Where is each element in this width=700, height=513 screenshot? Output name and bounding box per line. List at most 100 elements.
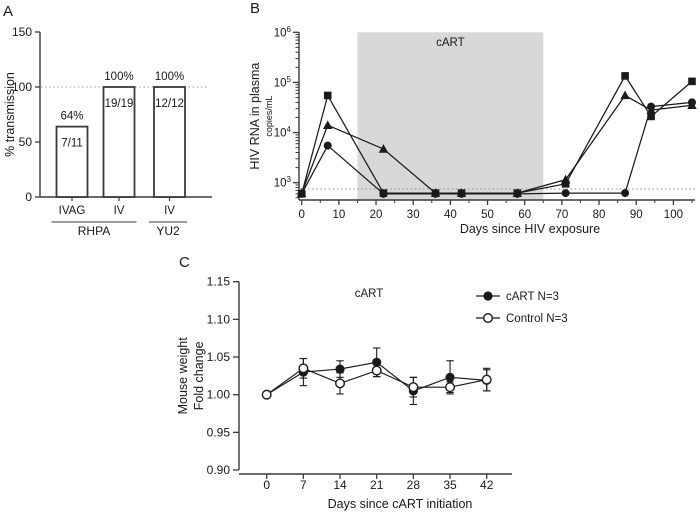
series-open-circle-point [481, 374, 492, 385]
x-axis-title: Days since cART initiation [328, 497, 473, 511]
series-circle-point [647, 102, 656, 111]
y-axis-title-line1: Mouse weight [176, 337, 190, 415]
x-tick-label: 40 [444, 209, 457, 221]
x-category-label: IVAG [59, 205, 86, 217]
bar-fraction-label: 12/12 [155, 98, 184, 110]
y-axis-title: % transmission [3, 72, 17, 157]
x-tick-label: 70 [555, 209, 568, 221]
panel-a-letter: A [3, 3, 14, 20]
x-tick-label: 28 [407, 478, 421, 492]
bar-percent-label: 100% [155, 71, 184, 83]
series-circle-point [431, 189, 440, 198]
series-filled-circle-point [335, 364, 345, 374]
series-triangle-point [620, 90, 630, 100]
series-circle-point [379, 189, 388, 198]
x-tick-label: 42 [480, 478, 494, 492]
series-square-point [647, 112, 655, 121]
x-tick-label: 50 [481, 209, 494, 221]
series-square-point [561, 180, 570, 188]
bar-iv-1 [102, 86, 136, 198]
x-axis-title: Days since HIV exposure [460, 222, 600, 236]
legend-filled-circle-marker [483, 291, 493, 301]
panel-b-viral-load-plot: cART 103 104 105 106 0 10 20 30 40 50 60 70 80 90 100 Da… [245, 0, 700, 250]
series-circle-line [301, 101, 693, 195]
legend-open-circle-marker [483, 313, 494, 324]
x-tick-label: 80 [593, 209, 606, 221]
y-tick-label: 50 [19, 135, 33, 149]
y-tick-label: 0.95 [207, 425, 231, 439]
series-circle-point [621, 189, 630, 198]
bar-iv-2 [153, 86, 186, 198]
panel-b-chart: cART 103 104 105 106 0 10 20 30 40 50 60 70 80 90 100 Da… [248, 25, 697, 236]
y-tick-label: 104 [274, 125, 292, 140]
y-tick-label: 1.15 [207, 275, 231, 289]
y-tick-label: 150 [12, 25, 32, 39]
x-tick-label: 7 [300, 478, 307, 492]
x-tick-label: 20 [370, 209, 383, 221]
x-category-label: IV [114, 205, 125, 217]
series-triangle-point [323, 120, 333, 129]
panel-a-chart: 0 50 100 150 % transmission 64% 7/11 IVAG 100% 19… [3, 25, 212, 238]
virus-group-label: YU2 [156, 224, 180, 238]
panel-b-letter: B [250, 0, 261, 17]
series-square-point [621, 72, 629, 80]
y-tick-label: 100 [12, 80, 32, 94]
y-tick-label: 106 [274, 25, 292, 40]
bar-fraction-label: 7/11 [61, 138, 83, 150]
bar-percent-label: 100% [104, 71, 133, 83]
bar-percent-label: 64% [60, 111, 83, 123]
panel-c-letter: C [179, 254, 190, 271]
series-circle-point [561, 189, 570, 198]
x-tick-label: 10 [332, 209, 345, 221]
series-circle-point [323, 141, 332, 150]
x-tick-label: 30 [407, 209, 420, 221]
y-tick-label: 103 [274, 175, 292, 190]
y-tick-label: 1.10 [207, 312, 231, 326]
series-open-circle-point [261, 389, 272, 400]
y-axis-title-line2: Fold change [192, 341, 206, 410]
cart-treatment-band [357, 32, 544, 201]
series-triangle-point [560, 174, 571, 184]
series-circle-point [457, 189, 466, 198]
x-tick-label: 14 [333, 478, 347, 492]
x-category-label: IV [164, 205, 175, 217]
series-open-circle-point [371, 365, 382, 376]
y-tick-label: 0 [25, 190, 32, 204]
virus-group-label: RHPA [78, 224, 110, 238]
series-circle-point [513, 189, 522, 198]
series-open-circle-point [445, 382, 456, 393]
bar-fraction-label: 19/19 [105, 98, 134, 110]
x-tick-label: 0 [263, 478, 270, 492]
y-axis-title: HIV RNA in plasma [248, 63, 262, 170]
series-triangle-line [301, 94, 693, 194]
bar-ivag-0 [55, 125, 89, 198]
x-tick-label: 100 [664, 209, 683, 221]
series-circle-point [687, 98, 696, 107]
x-tick-label: 90 [630, 209, 643, 221]
x-tick-label: 35 [443, 478, 457, 492]
series-square-point [688, 77, 696, 86]
y-tick-label: 0.90 [207, 463, 231, 477]
cart-band-label: cART [436, 37, 465, 49]
y-tick-label: 1.05 [207, 350, 231, 364]
y-tick-label: 1.00 [207, 388, 231, 402]
series-open-circle-point [335, 378, 346, 389]
legend-label: cART N=3 [506, 291, 559, 303]
series-square-point [323, 91, 332, 100]
x-tick-label: 21 [370, 478, 384, 492]
x-tick-label: 60 [518, 209, 531, 221]
series-circle-point [297, 189, 306, 198]
y-axis-units: copies/mL [264, 96, 274, 137]
panel-c-chart: 0.90 0.95 1.00 1.05 1.10 1.15 0 7 14 21 28 35 42 Days… [176, 275, 568, 511]
plot-title: cART [355, 288, 384, 300]
legend-label: Control N=3 [506, 313, 568, 325]
panel-a-transmission-bar-chart: 0 50 100 150 % transmission 64% 7/11 IVAG 100% 19… [0, 0, 240, 250]
series-filled-circle-point [445, 372, 455, 382]
series-triangle-point [378, 144, 389, 153]
x-tick-label: 0 [298, 209, 304, 221]
series-open-circle-point [408, 382, 419, 393]
series-open-circle-point [298, 363, 309, 374]
y-tick-label: 105 [274, 75, 292, 90]
panel-c-mouse-weight-plot: 0.90 0.95 1.00 1.05 1.10 1.15 0 7 14 21 28 35 42 Days… [160, 250, 660, 513]
